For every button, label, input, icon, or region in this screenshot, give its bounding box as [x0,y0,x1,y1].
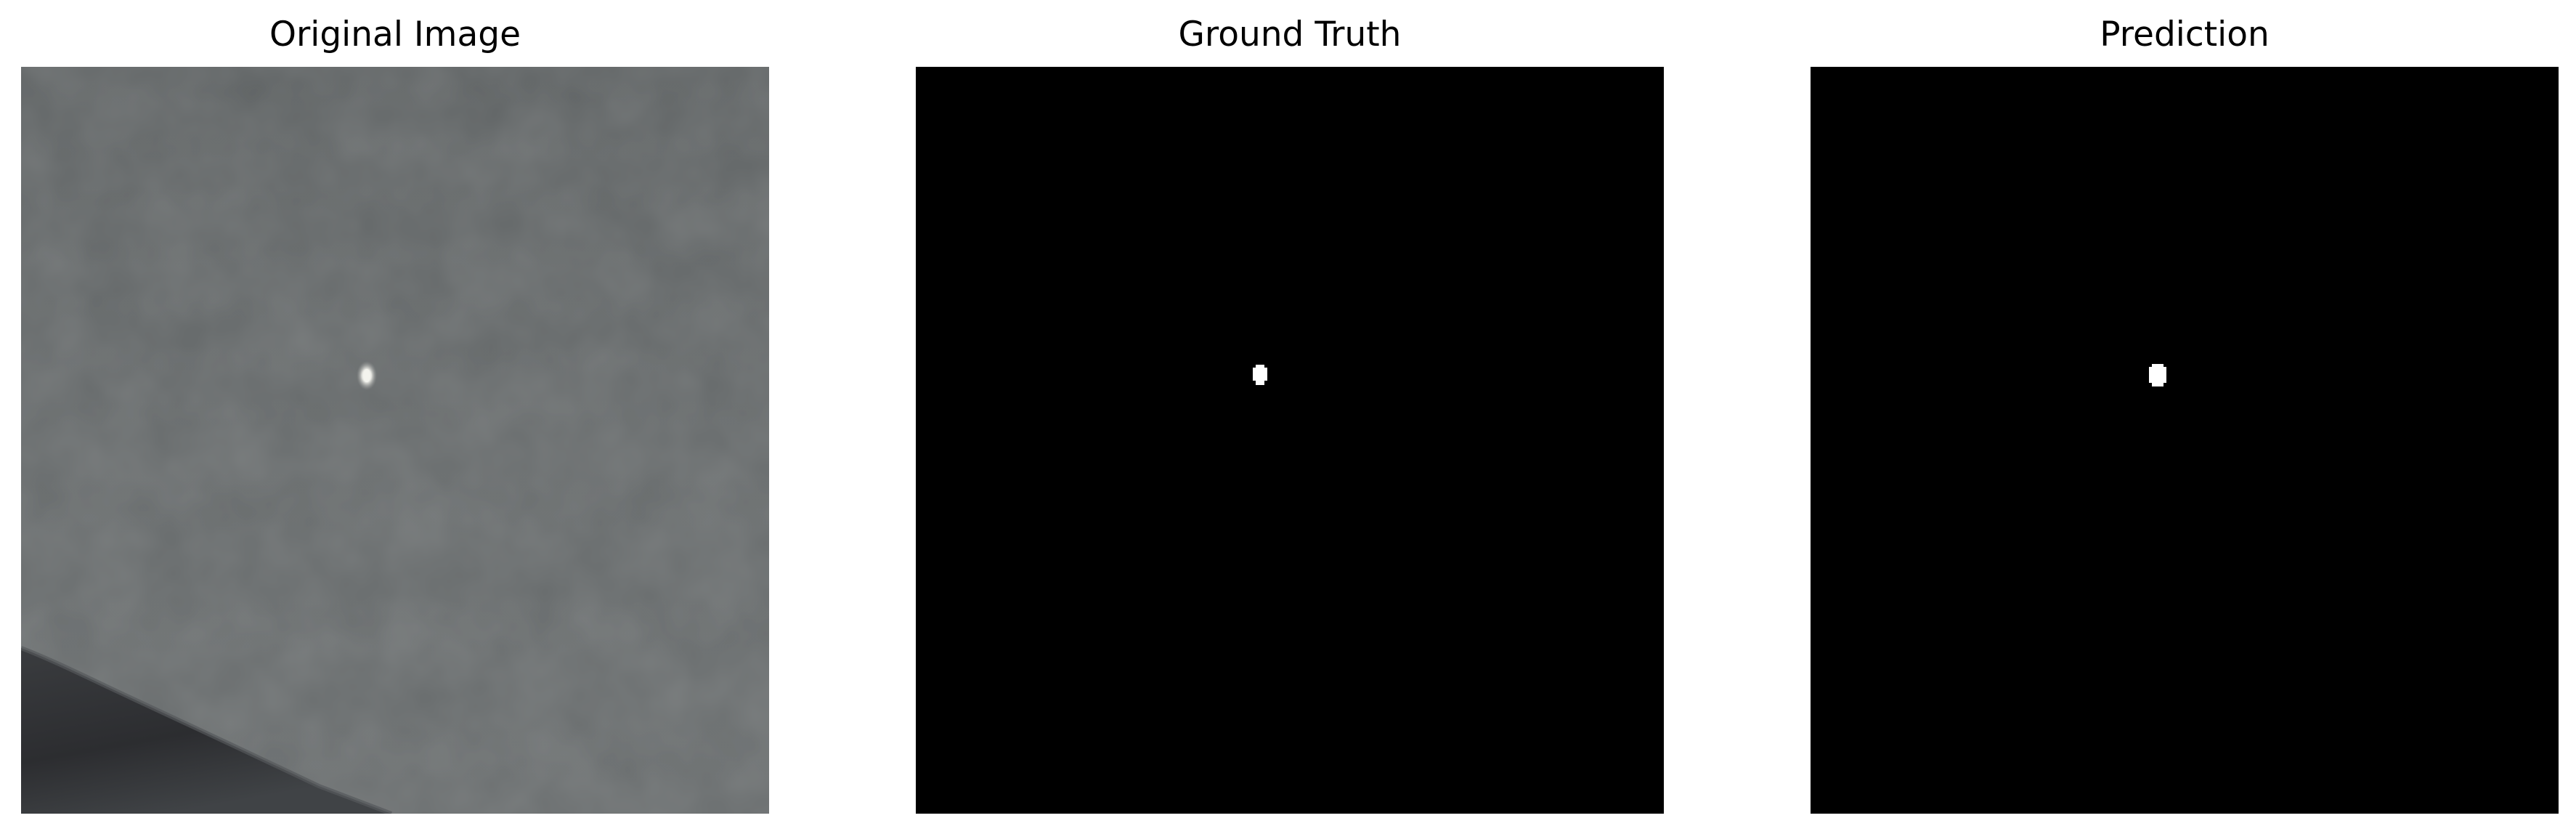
original-image [21,67,769,814]
mask-background [1811,67,2559,814]
panel-title: Prediction [2100,15,2270,54]
original-image-canvas [21,67,769,814]
prediction-mask [1811,67,2559,814]
panel-title: Original Image [269,15,521,54]
panel-ground-truth: Ground Truth [916,0,1664,834]
ground-edge-highlight [21,646,393,814]
sky-texture [21,67,769,814]
panel-title: Ground Truth [1178,15,1402,54]
mask-background [916,67,1664,814]
dark-ground-region [21,648,391,814]
ground-truth-canvas [916,67,1664,814]
panel-original-image: Original Image [21,0,769,834]
mask-blob [2149,364,2166,386]
mask-blob [1253,365,1267,385]
panel-prediction: Prediction [1811,0,2559,834]
ground-truth-mask [916,67,1664,814]
bright-spot [363,369,370,382]
prediction-canvas [1811,67,2559,814]
